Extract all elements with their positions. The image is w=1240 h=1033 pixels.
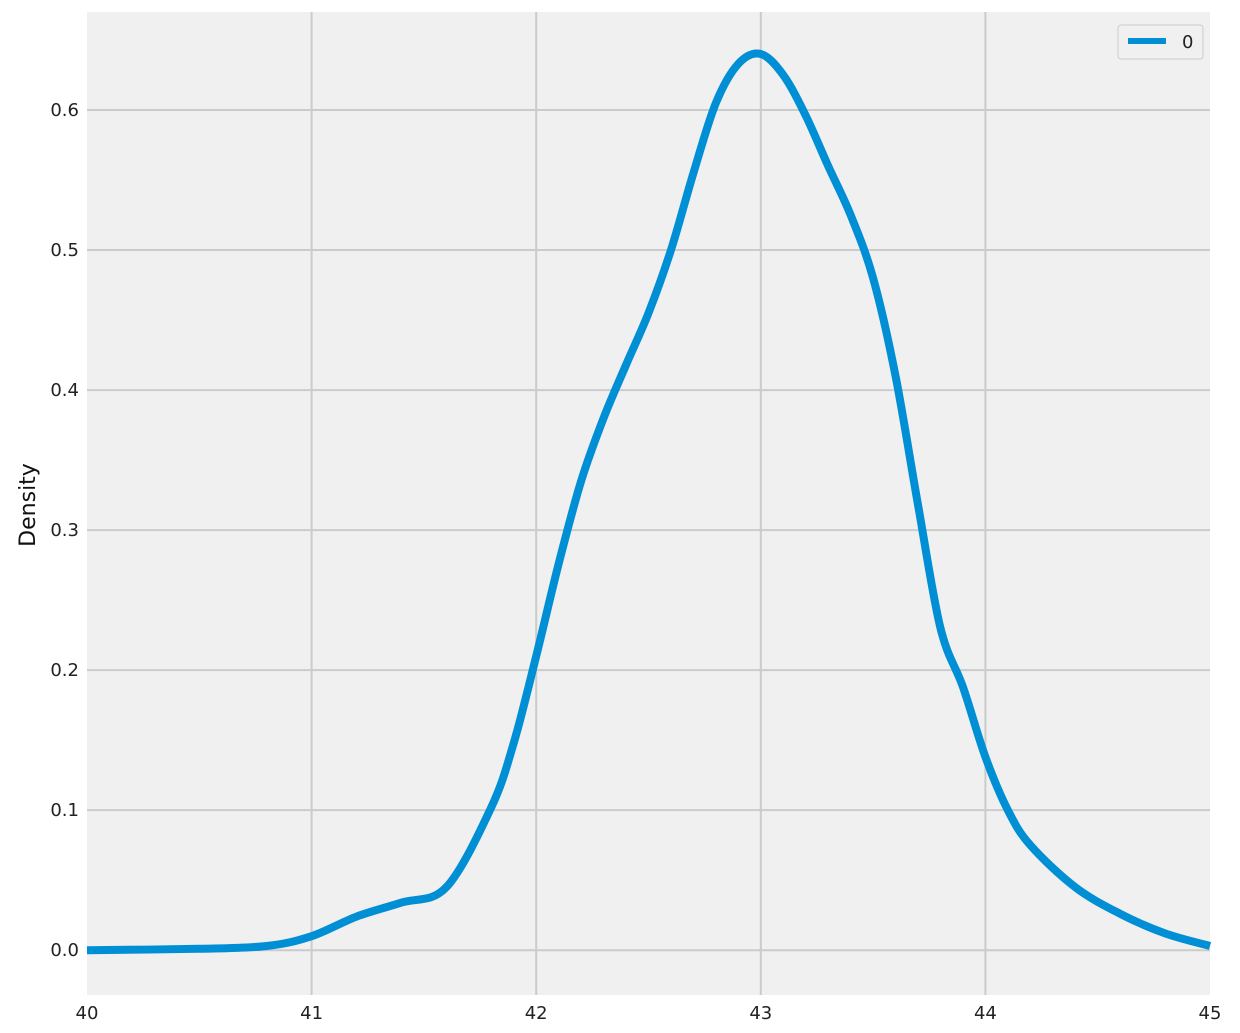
y-tick-label: 0.5	[50, 240, 79, 261]
y-tick-labels: 0.0 0.1 0.2 0.3 0.4 0.5 0.6	[50, 100, 79, 961]
x-tick-label: 43	[749, 1003, 772, 1024]
grid-lines	[87, 12, 1210, 995]
y-tick-label: 0.4	[50, 380, 79, 401]
y-tick-label: 0.2	[50, 660, 79, 681]
legend: 0	[1117, 24, 1204, 60]
y-tick-label: 0.6	[50, 100, 79, 121]
series-layer	[86, 49, 1212, 955]
y-tick-label: 0.3	[50, 520, 79, 541]
y-tick-label: 0.1	[50, 800, 79, 821]
x-tick-label: 42	[525, 1003, 548, 1024]
x-tick-label: 45	[1199, 1003, 1222, 1024]
plot-area	[87, 12, 1210, 995]
y-axis-label: Density	[16, 463, 41, 547]
density-line-series-0	[86, 49, 1212, 955]
x-tick-label: 41	[300, 1003, 323, 1024]
x-tick-labels: 40 41 42 43 44 45	[76, 1003, 1222, 1024]
x-tick-label: 40	[76, 1003, 99, 1024]
legend-label: 0	[1182, 32, 1193, 53]
y-tick-label: 0.0	[50, 940, 79, 961]
x-tick-label: 44	[974, 1003, 997, 1024]
